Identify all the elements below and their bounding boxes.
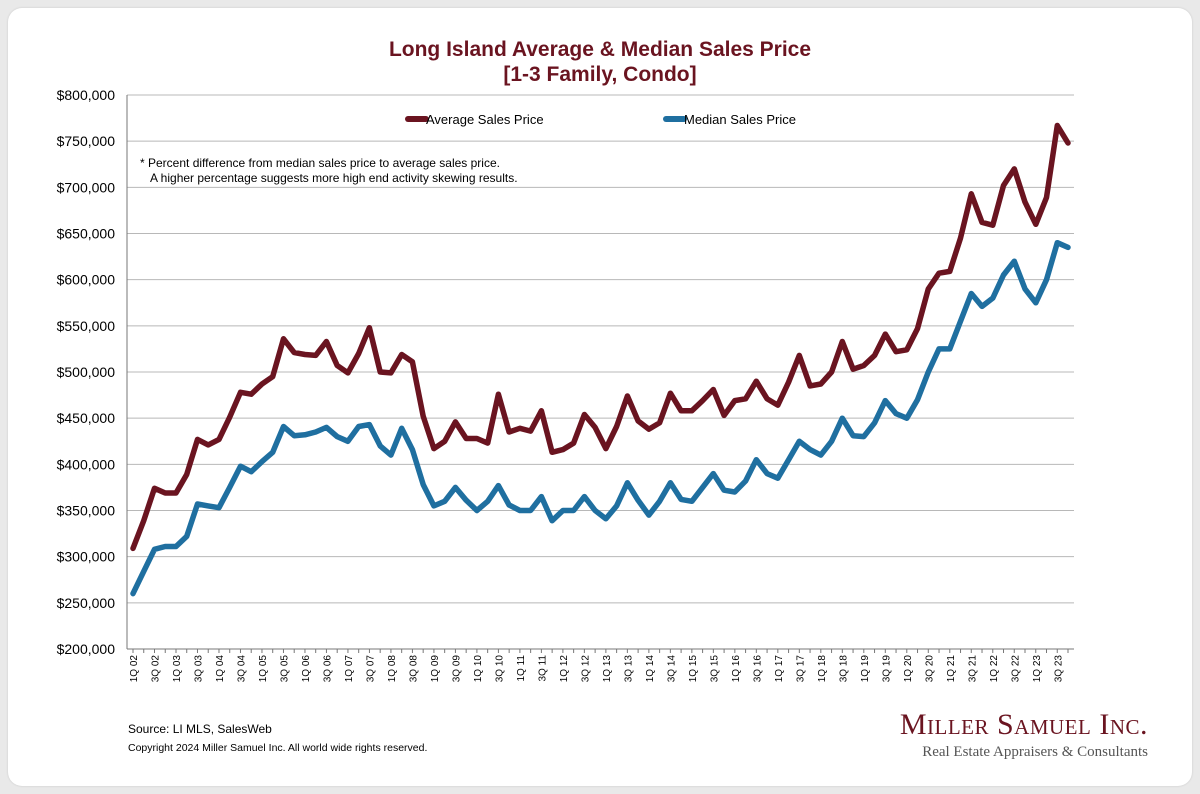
axes	[126, 95, 1074, 650]
x-tick-label: 1Q 13	[602, 655, 613, 683]
x-tick-label: 3Q 03	[193, 655, 204, 683]
x-tick-label: 3Q 19	[881, 655, 892, 683]
y-tick-label: $450,000	[57, 410, 116, 426]
y-tick-label: $800,000	[57, 87, 116, 103]
y-tick-label: $200,000	[57, 641, 116, 657]
y-axis-ticks: $200,000 $250,000 $300,000 $350,000 $400,000…	[57, 87, 116, 657]
x-tick-label: 3Q 17	[795, 655, 806, 683]
y-tick-label: $700,000	[57, 179, 116, 195]
x-tick-label: 3Q 16	[752, 655, 763, 683]
x-tick-label: 3Q 14	[666, 655, 677, 683]
x-tick-label: 3Q 15	[709, 655, 720, 683]
y-tick-label: $300,000	[57, 549, 116, 565]
x-tick-label: 3Q 13	[623, 655, 634, 683]
x-tick-label: 1Q 06	[301, 655, 312, 683]
x-tick-label: 3Q 20	[924, 655, 935, 683]
legend: Average Sales Price Median Sales Price	[405, 112, 796, 127]
x-tick-label: 1Q 19	[860, 655, 871, 683]
copyright-note: Copyright 2024 Miller Samuel Inc. All wo…	[128, 742, 428, 754]
x-tick-label: 3Q 11	[537, 655, 548, 682]
x-tick-label: 1Q 09	[430, 655, 441, 683]
x-tick-label: 1Q 07	[344, 655, 355, 683]
x-tick-label: 1Q 17	[774, 655, 785, 683]
x-tick-label: 1Q 03	[172, 655, 183, 683]
y-tick-label: $350,000	[57, 503, 116, 519]
y-tick-label: $650,000	[57, 226, 116, 242]
y-tick-label: $550,000	[57, 318, 116, 334]
median-sales-price-line	[130, 239, 1071, 597]
footnote-line-1: * Percent difference from median sales p…	[140, 156, 500, 170]
x-tick-label: 1Q 11	[516, 655, 527, 682]
brand-tagline: Real Estate Appraisers & Consultants	[922, 744, 1148, 760]
x-tick-label: 3Q 02	[150, 655, 161, 683]
y-tick-label: $250,000	[57, 595, 116, 611]
source-note: Source: LI MLS, SalesWeb	[128, 722, 272, 736]
legend-label-median: Median Sales Price	[684, 112, 796, 127]
x-tick-label: 1Q 20	[903, 655, 914, 683]
x-tick-label: 3Q 05	[279, 655, 290, 683]
x-tick-label: 3Q 07	[365, 655, 376, 683]
x-axis-ticks: 1Q 02 3Q 02 1Q 03 3Q 03 1Q 04 3Q 04 1Q 05 3Q 05…	[129, 649, 1069, 683]
brand-logo-name: Miller Samuel Inc.	[899, 708, 1148, 741]
x-tick-label: 3Q 18	[838, 655, 849, 683]
x-tick-label: 1Q 16	[731, 655, 742, 683]
x-tick-label: 3Q 08	[408, 655, 419, 683]
x-tick-label: 3Q 10	[494, 655, 505, 683]
x-tick-label: 3Q 06	[322, 655, 333, 683]
footnote-line-2: A higher percentage suggests more high e…	[150, 171, 518, 185]
x-tick-label: 3Q 22	[1010, 655, 1021, 683]
series-lines	[130, 122, 1071, 597]
x-tick-label: 1Q 18	[817, 655, 828, 683]
y-tick-label: $400,000	[57, 456, 116, 472]
x-tick-label: 1Q 23	[1032, 655, 1043, 683]
chart-subtitle: [1-3 Family, Condo]	[503, 63, 697, 86]
y-tick-label: $750,000	[57, 133, 116, 149]
chart-card	[8, 8, 1192, 786]
x-tick-label: 1Q 22	[989, 655, 1000, 683]
x-tick-label: 1Q 02	[129, 655, 140, 683]
x-tick-label: 3Q 09	[451, 655, 462, 683]
x-tick-label: 3Q 21	[967, 655, 978, 683]
x-tick-label: 3Q 23	[1053, 655, 1064, 683]
x-tick-label: 1Q 05	[258, 655, 269, 683]
x-tick-label: 3Q 12	[580, 655, 591, 683]
gridlines	[127, 94, 1074, 650]
x-tick-label: 1Q 15	[688, 655, 699, 683]
x-tick-label: 1Q 14	[645, 655, 656, 683]
chart-title: Long Island Average & Median Sales Price	[388, 38, 812, 61]
x-tick-label: 1Q 21	[946, 655, 957, 683]
x-tick-label: 1Q 10	[473, 655, 484, 683]
legend-label-average: Average Sales Price	[426, 112, 544, 127]
average-sales-price-line	[130, 122, 1071, 552]
x-tick-label: 1Q 12	[559, 655, 570, 683]
y-tick-label: $500,000	[57, 364, 116, 380]
y-tick-label: $600,000	[57, 272, 116, 288]
x-tick-label: 3Q 04	[236, 655, 247, 683]
x-tick-label: 1Q 04	[215, 655, 226, 683]
x-tick-label: 1Q 08	[387, 655, 398, 683]
